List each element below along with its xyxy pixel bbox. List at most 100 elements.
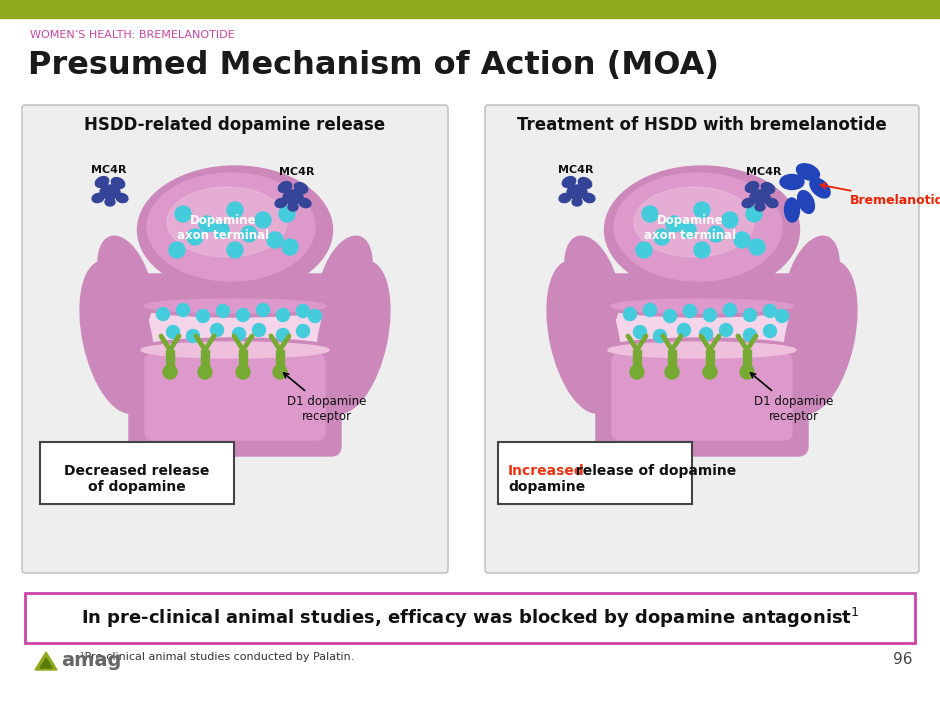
Ellipse shape (147, 173, 315, 281)
Ellipse shape (95, 176, 109, 188)
FancyBboxPatch shape (141, 274, 329, 324)
Ellipse shape (100, 185, 120, 199)
Ellipse shape (810, 178, 830, 198)
Circle shape (740, 365, 754, 379)
Circle shape (213, 222, 229, 238)
Ellipse shape (578, 178, 591, 188)
Circle shape (296, 305, 309, 317)
Circle shape (253, 324, 265, 336)
Text: Dopamine
axon terminal: Dopamine axon terminal (644, 214, 736, 242)
Text: MC4R: MC4R (279, 167, 315, 177)
Circle shape (644, 303, 656, 317)
Circle shape (273, 365, 287, 379)
Text: Bremelanotide: Bremelanotide (821, 183, 940, 207)
Circle shape (749, 239, 765, 255)
Text: In pre-clinical animal studies, efficacy was blocked by dopamine antagonist$^1$: In pre-clinical animal studies, efficacy… (81, 606, 859, 630)
Ellipse shape (283, 190, 303, 204)
Circle shape (236, 365, 250, 379)
Bar (140, 304, 330, 352)
Circle shape (653, 329, 666, 343)
Circle shape (703, 309, 716, 321)
Circle shape (198, 365, 212, 379)
Ellipse shape (783, 261, 857, 413)
Text: Treatment of HSDD with bremelanotide: Treatment of HSDD with bremelanotide (517, 116, 886, 134)
Bar (0, 0, 940, 18)
Circle shape (227, 202, 243, 218)
Text: WOMEN’S HEALTH: BREMELANOTIDE: WOMEN’S HEALTH: BREMELANOTIDE (30, 30, 235, 40)
Polygon shape (40, 658, 52, 668)
Circle shape (296, 324, 309, 338)
Ellipse shape (742, 198, 754, 207)
Circle shape (187, 229, 203, 245)
Text: amag: amag (61, 651, 121, 670)
Circle shape (177, 303, 190, 317)
Ellipse shape (604, 166, 800, 294)
Ellipse shape (167, 187, 287, 257)
Ellipse shape (137, 166, 333, 294)
Ellipse shape (144, 299, 326, 313)
Ellipse shape (318, 236, 372, 328)
Ellipse shape (559, 193, 571, 202)
Circle shape (282, 239, 298, 255)
Text: 96: 96 (892, 652, 912, 667)
Ellipse shape (785, 198, 800, 222)
Circle shape (665, 365, 679, 379)
Ellipse shape (600, 338, 805, 362)
Ellipse shape (111, 178, 125, 188)
Circle shape (267, 232, 283, 248)
Circle shape (237, 309, 249, 321)
Circle shape (241, 226, 257, 242)
Circle shape (694, 202, 710, 218)
Circle shape (199, 216, 215, 232)
Circle shape (642, 206, 658, 222)
Circle shape (744, 309, 757, 321)
Text: MC4R: MC4R (91, 165, 127, 175)
Circle shape (216, 305, 229, 317)
Circle shape (630, 365, 644, 379)
Circle shape (746, 206, 762, 222)
Bar (166, 350, 174, 368)
Text: D1 dopamine
receptor: D1 dopamine receptor (284, 373, 367, 423)
Circle shape (156, 307, 169, 321)
Text: Presumed Mechanism of Action (MOA): Presumed Mechanism of Action (MOA) (28, 50, 719, 81)
Circle shape (186, 329, 199, 343)
Ellipse shape (785, 236, 839, 328)
Ellipse shape (602, 295, 802, 317)
Circle shape (636, 242, 652, 258)
Circle shape (664, 309, 677, 322)
Bar (743, 350, 751, 368)
Circle shape (694, 242, 710, 258)
Text: MC4R: MC4R (558, 165, 594, 175)
Polygon shape (35, 652, 57, 670)
FancyBboxPatch shape (22, 105, 448, 573)
Bar (276, 350, 284, 368)
Circle shape (257, 303, 270, 317)
Ellipse shape (294, 183, 307, 193)
Circle shape (308, 309, 321, 322)
Ellipse shape (141, 342, 329, 358)
Text: release of dopamine: release of dopamine (571, 464, 736, 478)
Ellipse shape (608, 342, 796, 358)
Ellipse shape (634, 187, 754, 257)
Circle shape (699, 328, 713, 341)
Ellipse shape (745, 182, 759, 192)
Ellipse shape (614, 173, 782, 281)
Ellipse shape (797, 190, 814, 214)
Ellipse shape (750, 190, 770, 204)
Ellipse shape (562, 176, 575, 188)
Ellipse shape (98, 236, 152, 328)
FancyBboxPatch shape (596, 348, 808, 456)
Circle shape (211, 324, 224, 336)
Text: Increased: Increased (508, 464, 585, 478)
Circle shape (776, 309, 789, 322)
Ellipse shape (133, 338, 337, 362)
Ellipse shape (572, 198, 582, 206)
Circle shape (708, 226, 724, 242)
Circle shape (163, 365, 177, 379)
Circle shape (734, 232, 750, 248)
Circle shape (276, 309, 290, 321)
Text: dopamine: dopamine (508, 480, 586, 494)
Circle shape (683, 305, 697, 317)
Bar (201, 350, 209, 368)
Ellipse shape (780, 175, 804, 190)
